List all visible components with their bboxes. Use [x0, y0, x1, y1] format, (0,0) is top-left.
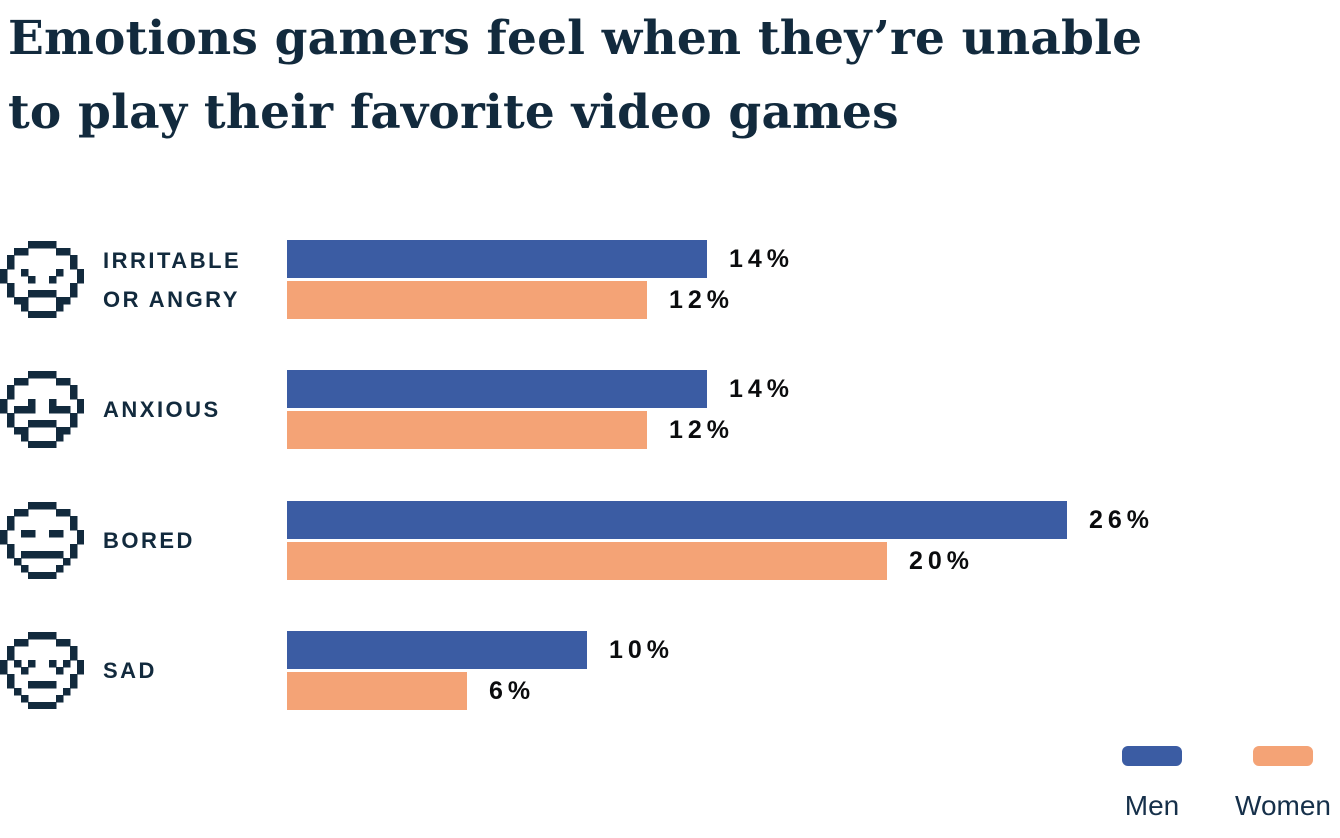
- value-label-men: 10%: [609, 635, 675, 664]
- legend-label-men: Men: [1124, 790, 1180, 821]
- bar-women: [287, 672, 467, 710]
- value-label-men: 14%: [729, 374, 795, 403]
- bar-women: [287, 281, 647, 319]
- bar-group: 14% 12%: [287, 240, 794, 319]
- bar-group: 14% 12%: [287, 370, 794, 449]
- value-label-men: 14%: [729, 244, 795, 273]
- value-label-women: 20%: [909, 546, 975, 575]
- bar-line-men: 14%: [287, 370, 794, 408]
- bar-group: 26% 20%: [287, 501, 1154, 580]
- value-label-women: 12%: [669, 285, 735, 314]
- category-label-line: BORED: [103, 528, 195, 553]
- bar-line-men: 26%: [287, 501, 1154, 539]
- legend-swatch-men: [1122, 746, 1182, 766]
- bar-line-women: 12%: [287, 281, 794, 319]
- bored-face-pixel-icon: [0, 502, 84, 579]
- bar-men: [287, 240, 707, 278]
- bar-women: [287, 411, 647, 449]
- bar-line-women: 12%: [287, 411, 794, 449]
- bar-line-women: 6%: [287, 672, 674, 710]
- bar-men: [287, 370, 707, 408]
- bar-women: [287, 542, 887, 580]
- bar-men: [287, 631, 587, 669]
- category-row-sad: SAD 10% 6%: [0, 631, 1340, 710]
- bar-men: [287, 501, 1067, 539]
- category-label: IRRITABLE OR ANGRY: [103, 240, 241, 319]
- category-label: SAD: [103, 631, 157, 710]
- chart-title: Emotions gamers feel when they’re unable…: [8, 2, 1333, 150]
- bar-line-men: 10%: [287, 631, 674, 669]
- legend-item-women: Women: [1235, 746, 1331, 822]
- category-row-bored: BORED 26% 20%: [0, 501, 1340, 580]
- chart-title-line2: to play their favorite video games: [8, 85, 899, 140]
- category-row-anxious: ANXIOUS 14% 12%: [0, 370, 1340, 449]
- bar-line-men: 14%: [287, 240, 794, 278]
- anxious-face-pixel-icon: [0, 371, 84, 448]
- category-row-irritable-or-angry: IRRITABLE OR ANGRY 14% 12%: [0, 240, 1340, 319]
- legend-label-women: Women: [1235, 790, 1331, 821]
- chart-title-line1: Emotions gamers feel when they’re unable: [8, 11, 1143, 66]
- category-label-line: ANXIOUS: [103, 397, 221, 422]
- category-label: ANXIOUS: [103, 370, 221, 449]
- category-label-line: OR ANGRY: [103, 286, 240, 312]
- category-label-line: SAD: [103, 658, 157, 683]
- value-label-men: 26%: [1089, 505, 1155, 534]
- category-label-line: IRRITABLE: [103, 247, 242, 273]
- bar-line-women: 20%: [287, 542, 1154, 580]
- value-label-women: 12%: [669, 415, 735, 444]
- angry-face-pixel-icon: [0, 241, 84, 318]
- sad-face-pixel-icon: [0, 632, 84, 709]
- category-label: BORED: [103, 501, 195, 580]
- value-label-women: 6%: [489, 676, 536, 705]
- bar-group: 10% 6%: [287, 631, 674, 710]
- legend-swatch-women: [1253, 746, 1313, 766]
- legend-item-men: Men: [1122, 746, 1182, 822]
